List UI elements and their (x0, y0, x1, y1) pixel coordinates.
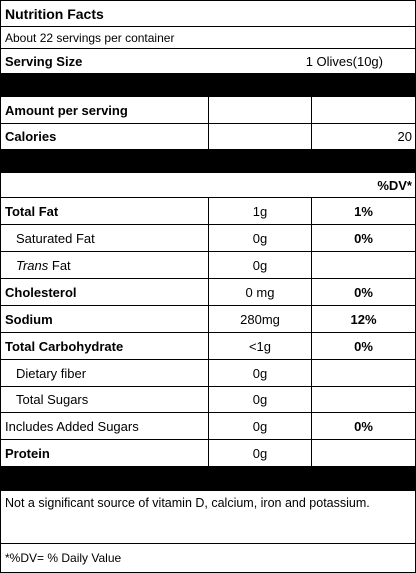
amount-per-serving-row: Amount per serving (1, 97, 415, 123)
trans-italic: Trans (16, 257, 49, 273)
nutrient-dv (311, 360, 415, 386)
calories-row: Calories 20 (1, 123, 415, 149)
nutrient-label: Saturated Fat (16, 230, 95, 246)
nutrient-dv: 12% (311, 306, 415, 332)
nutrient-row: Cholesterol 0 mg 0% (1, 278, 415, 305)
calories-label: Calories (5, 129, 57, 144)
nutrient-row: Protein 0g (1, 439, 415, 466)
trans-fat-rest: Fat (48, 257, 71, 273)
nutrient-label: Total Carbohydrate (5, 338, 124, 354)
nutrient-dv (311, 440, 415, 466)
nutrient-label: Dietary fiber (16, 365, 87, 381)
nutrient-amount: 0g (208, 225, 311, 251)
nutrient-amount: 0g (208, 440, 311, 466)
label-title: Nutrition Facts (5, 5, 104, 22)
dv-note-row: *%DV= % Daily Value (1, 543, 415, 572)
nutrient-row: Includes Added Sugars 0g 0% (1, 412, 415, 439)
nutrient-amount: 0 mg (208, 279, 311, 305)
servings-per-container: About 22 servings per container (5, 30, 175, 45)
nutrient-row: Saturated Fat 0g 0% (1, 224, 415, 251)
nutrient-row: Dietary fiber 0g (1, 359, 415, 386)
calories-value: 20 (311, 124, 415, 149)
nutrient-row: Total Fat 1g 1% (1, 197, 415, 224)
nutrient-row: Total Sugars 0g (1, 386, 415, 412)
nutrient-label: Total Fat (5, 203, 59, 219)
nutrient-amount: 280mg (208, 306, 311, 332)
separator-bar (1, 466, 415, 491)
serving-size-label: Serving Size (5, 53, 83, 69)
nutrient-amount: 0g (208, 360, 311, 386)
separator-bar (1, 73, 415, 97)
nutrient-row: Total Carbohydrate <1g 0% (1, 332, 415, 359)
nutrient-amount: 0g (208, 387, 311, 412)
footnote-text: Not a significant source of vitamin D, c… (5, 496, 370, 510)
nutrient-label: Sodium (5, 311, 53, 327)
nutrient-label: Includes Added Sugars (5, 418, 139, 434)
nutrient-label: Trans Fat (1, 252, 208, 278)
empty-cell (208, 124, 311, 149)
dv-note: *%DV= % Daily Value (5, 551, 122, 565)
nutrient-dv: 0% (311, 279, 415, 305)
nutrient-amount: <1g (208, 333, 311, 359)
nutrient-amount: 0g (208, 413, 311, 439)
nutrient-dv (311, 252, 415, 278)
servings-row: About 22 servings per container (1, 26, 415, 48)
nutrient-dv: 0% (311, 225, 415, 251)
footnote-row: Not a significant source of vitamin D, c… (1, 491, 415, 543)
title-row: Nutrition Facts (1, 1, 415, 26)
empty-cell (208, 97, 311, 123)
serving-size-value: 1 Olives(10g) (305, 53, 383, 69)
nutrient-dv: 0% (311, 413, 415, 439)
serving-size-row: Serving Size 1 Olives(10g) (1, 48, 415, 73)
empty-cell (311, 97, 415, 123)
nutrient-row: Trans Fat 0g (1, 251, 415, 278)
nutrient-amount: 1g (208, 198, 311, 224)
dv-header-row: %DV* (1, 173, 415, 197)
dv-header: %DV* (377, 177, 412, 193)
nutrient-dv (311, 387, 415, 412)
nutrient-dv: 1% (311, 198, 415, 224)
nutrient-dv: 0% (311, 333, 415, 359)
separator-bar (1, 149, 415, 173)
nutrient-label: Protein (5, 445, 50, 461)
nutrient-label: Cholesterol (5, 284, 77, 300)
nutrient-amount: 0g (208, 252, 311, 278)
amount-per-serving-label: Amount per serving (5, 102, 128, 118)
nutrient-label: Total Sugars (16, 392, 89, 407)
nutrient-row: Sodium 280mg 12% (1, 305, 415, 332)
